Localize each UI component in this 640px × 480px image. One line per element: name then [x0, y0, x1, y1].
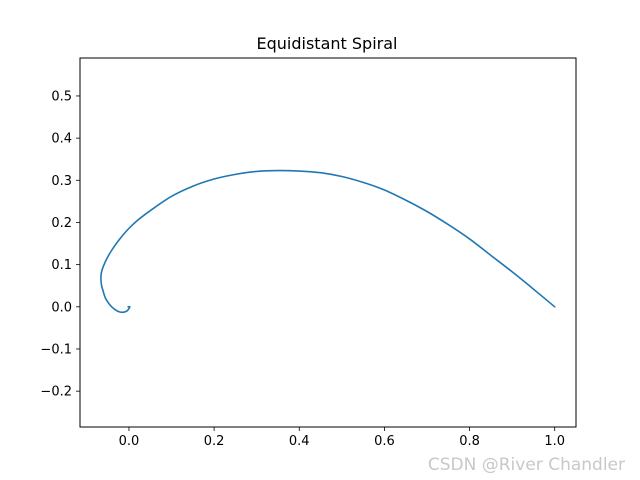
y-tick-label: 0.0	[51, 300, 72, 315]
y-tick-label: −0.2	[40, 385, 72, 400]
y-tick-label: 0.2	[51, 216, 72, 231]
watermark: CSDN @River Chandler	[428, 455, 625, 475]
x-tick-label: 0.4	[289, 434, 310, 449]
x-axis: 0.0 0.2 0.4 0.6 0.8 1.0	[119, 427, 565, 449]
x-tick-label: 0.0	[119, 434, 140, 449]
x-tick-label: 0.2	[204, 434, 225, 449]
plot-area	[79, 57, 577, 428]
chart-title: Equidistant Spiral	[257, 34, 398, 53]
y-axis: −0.2 −0.1 0.0 0.1 0.2 0.3 0.4 0.5	[40, 89, 80, 400]
spiral-series-line	[100, 169, 556, 314]
y-tick-label: 0.5	[51, 89, 72, 104]
x-tick-label: 0.6	[374, 434, 395, 449]
y-tick-label: 0.1	[51, 258, 72, 273]
axes-frame	[79, 57, 577, 428]
x-tick-label: 1.0	[544, 434, 565, 449]
y-tick-label: 0.3	[51, 174, 72, 189]
x-tick-label: 0.8	[459, 434, 480, 449]
y-tick-label: 0.4	[51, 132, 72, 147]
y-tick-label: −0.1	[40, 342, 72, 357]
